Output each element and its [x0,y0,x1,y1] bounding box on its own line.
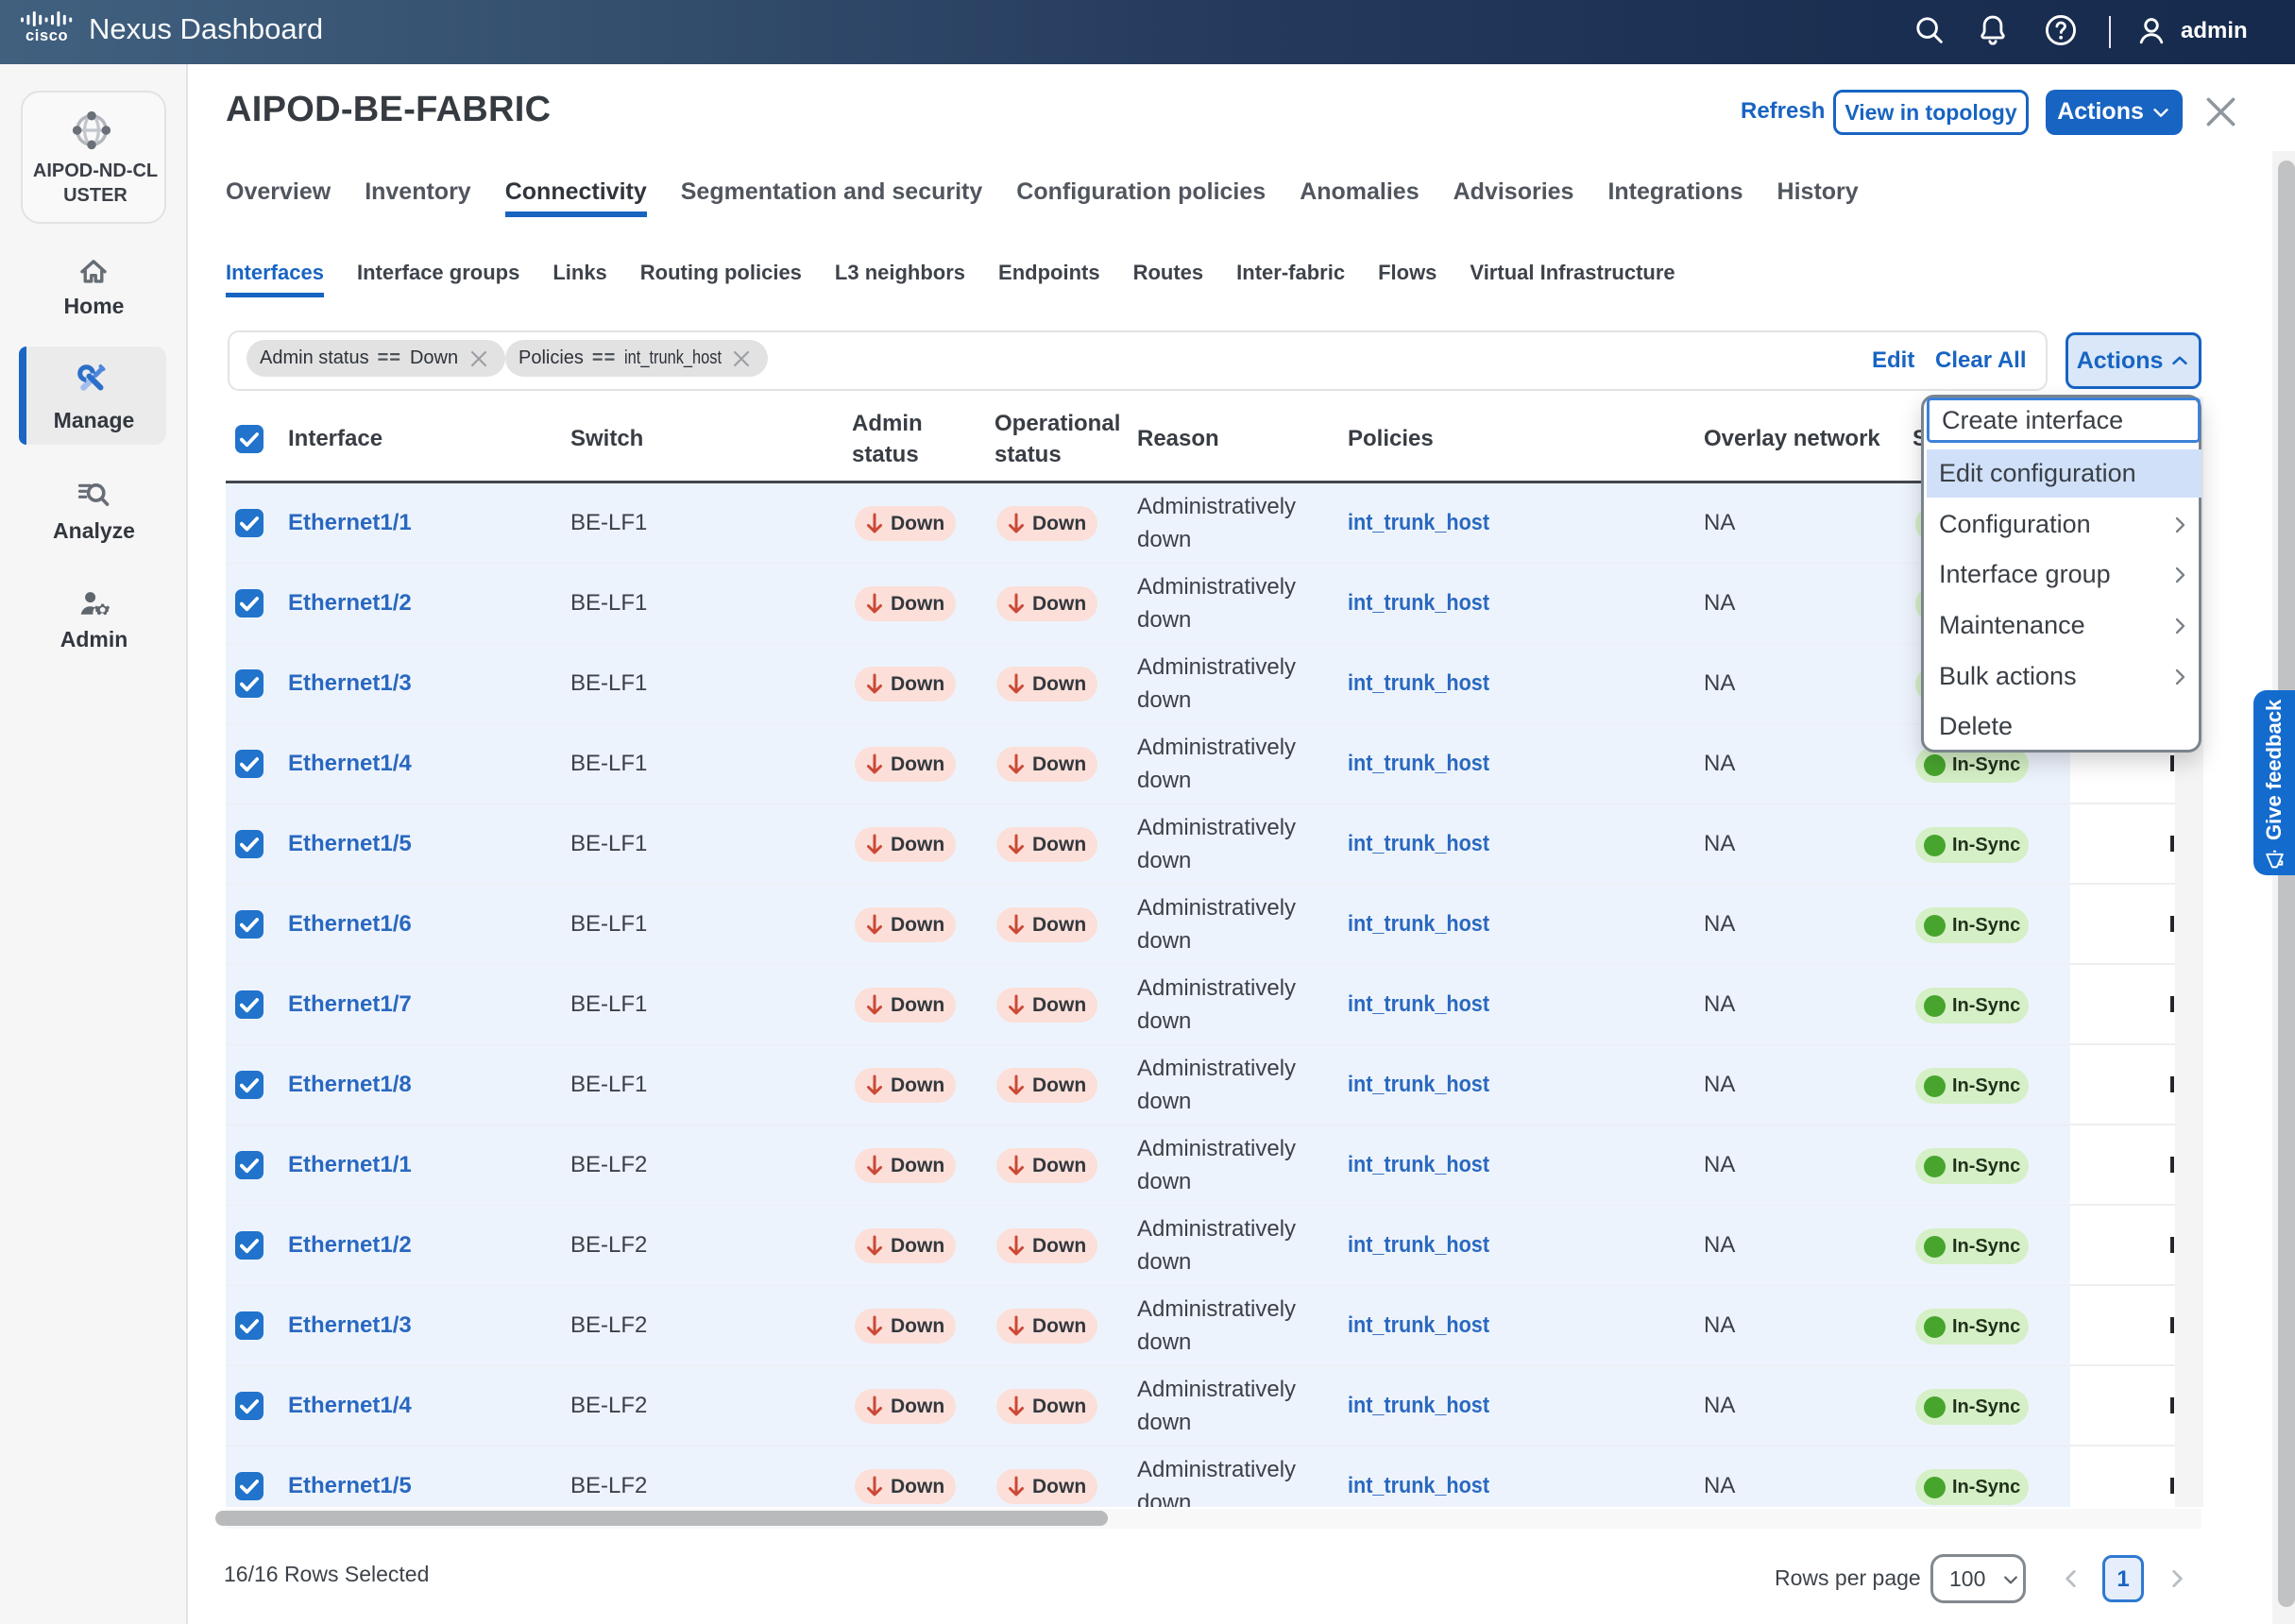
svg-text:cisco: cisco [26,27,68,44]
